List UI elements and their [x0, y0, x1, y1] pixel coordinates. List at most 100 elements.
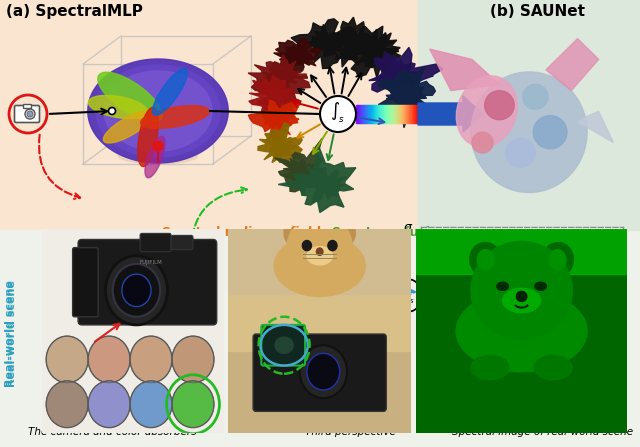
Bar	[416, 331, 627, 341]
Polygon shape	[88, 95, 148, 118]
Ellipse shape	[456, 291, 587, 372]
Polygon shape	[275, 138, 326, 194]
Polygon shape	[88, 59, 228, 163]
Ellipse shape	[307, 247, 332, 265]
Polygon shape	[332, 30, 373, 60]
Circle shape	[302, 240, 312, 251]
Circle shape	[88, 336, 130, 383]
Polygon shape	[104, 71, 212, 151]
Bar	[416, 321, 627, 331]
Circle shape	[25, 109, 35, 119]
Circle shape	[113, 264, 160, 317]
Circle shape	[46, 336, 88, 383]
Bar	[416, 229, 627, 274]
FancyBboxPatch shape	[72, 248, 98, 317]
FancyBboxPatch shape	[261, 325, 305, 366]
Text: The camera and color absorbers: The camera and color absorbers	[28, 427, 196, 437]
Polygon shape	[278, 146, 356, 212]
Ellipse shape	[274, 236, 365, 296]
Bar	[416, 291, 627, 300]
Ellipse shape	[497, 282, 508, 291]
Circle shape	[320, 96, 356, 132]
Polygon shape	[257, 86, 291, 112]
Ellipse shape	[275, 337, 293, 354]
Text: Real-world scene: Real-world scene	[7, 281, 17, 388]
FancyBboxPatch shape	[253, 334, 387, 411]
Circle shape	[122, 274, 151, 307]
Ellipse shape	[549, 249, 566, 270]
Bar	[416, 351, 627, 362]
Circle shape	[130, 336, 172, 383]
Bar	[416, 422, 627, 433]
Polygon shape	[248, 55, 310, 107]
Circle shape	[307, 354, 340, 390]
Ellipse shape	[471, 72, 587, 193]
Text: $\int_s$: $\int_s$	[330, 101, 346, 126]
Circle shape	[46, 381, 88, 428]
Text: (b) SAUNet: (b) SAUNet	[490, 4, 585, 19]
Polygon shape	[133, 151, 183, 161]
Polygon shape	[249, 75, 301, 121]
Circle shape	[172, 336, 214, 383]
Circle shape	[533, 116, 567, 149]
Polygon shape	[260, 59, 308, 94]
FancyBboxPatch shape	[78, 240, 217, 325]
Ellipse shape	[335, 220, 355, 247]
Bar	[416, 249, 627, 260]
Polygon shape	[274, 39, 314, 69]
Circle shape	[300, 345, 347, 398]
Polygon shape	[138, 107, 158, 167]
Bar	[416, 280, 627, 291]
Bar	[416, 372, 627, 382]
Circle shape	[287, 213, 353, 286]
Circle shape	[516, 291, 527, 302]
Polygon shape	[578, 111, 614, 143]
Bar	[416, 402, 627, 412]
Polygon shape	[141, 105, 209, 128]
Polygon shape	[266, 131, 297, 160]
Circle shape	[523, 84, 548, 110]
Bar	[416, 270, 627, 280]
Bar	[416, 300, 627, 311]
Circle shape	[88, 381, 130, 428]
Polygon shape	[378, 67, 435, 128]
Ellipse shape	[471, 355, 509, 380]
Text: Third perspective: Third perspective	[305, 427, 396, 437]
FancyBboxPatch shape	[171, 236, 193, 249]
Bar	[0, 230, 640, 447]
Text: FUJIFILM: FUJIFILM	[140, 260, 163, 265]
Polygon shape	[291, 19, 361, 68]
Polygon shape	[258, 122, 302, 165]
Bar	[0, 0, 640, 230]
Bar	[228, 229, 411, 351]
Bar	[416, 362, 627, 372]
Polygon shape	[145, 136, 165, 178]
Circle shape	[316, 248, 323, 255]
Text: Spectral image of real-world scene: Spectral image of real-world scene	[452, 427, 634, 437]
Ellipse shape	[502, 288, 541, 313]
Polygon shape	[369, 59, 422, 93]
Polygon shape	[96, 65, 220, 157]
Circle shape	[130, 381, 172, 428]
Circle shape	[471, 241, 572, 339]
Bar	[416, 229, 627, 240]
Polygon shape	[248, 100, 299, 141]
Polygon shape	[103, 111, 153, 143]
FancyBboxPatch shape	[140, 233, 171, 252]
Bar	[416, 341, 627, 351]
Circle shape	[484, 91, 515, 120]
Text: (a) SpectralMLP: (a) SpectralMLP	[6, 4, 143, 19]
Ellipse shape	[456, 76, 517, 147]
Ellipse shape	[477, 249, 494, 270]
Polygon shape	[152, 68, 188, 115]
Circle shape	[153, 141, 163, 151]
Polygon shape	[351, 30, 399, 67]
Polygon shape	[98, 72, 162, 122]
Polygon shape	[262, 106, 296, 132]
Circle shape	[109, 107, 115, 114]
Bar	[416, 240, 627, 249]
FancyBboxPatch shape	[24, 105, 31, 109]
Polygon shape	[372, 47, 443, 107]
Circle shape	[506, 139, 535, 168]
Bar	[416, 260, 627, 270]
